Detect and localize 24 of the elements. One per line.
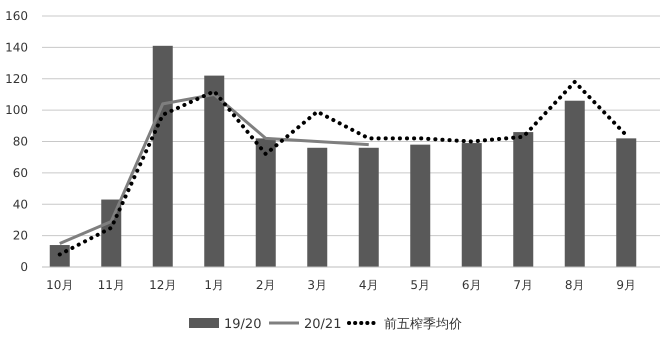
xtick: 3月 [307, 278, 328, 292]
xtick: 1月 [204, 278, 224, 292]
ytick: 60 [12, 166, 28, 180]
ytick: 160 [5, 9, 28, 23]
legend-label: 前五榨季均价 [384, 317, 462, 332]
ytick: 140 [5, 40, 28, 54]
xtick: 8月 [564, 278, 585, 292]
xtick: 4月 [358, 278, 379, 292]
ytick: 0 [20, 260, 28, 274]
ytick: 120 [5, 72, 28, 86]
ytick: 20 [12, 228, 28, 243]
xtick: 12月 [149, 278, 176, 292]
legend-label: 19/20 [224, 317, 262, 332]
ytick: 40 [12, 197, 28, 212]
xtick: 9月 [616, 278, 636, 292]
xtick: 11月 [98, 278, 125, 292]
xtick: 10月 [46, 278, 74, 292]
xtick: 7月 [513, 278, 534, 292]
legend-label: 20/21 [304, 317, 342, 332]
xtick: 2月 [256, 278, 276, 292]
ytick: 80 [12, 134, 28, 148]
xtick: 5月 [410, 278, 430, 292]
xtick: 6月 [462, 278, 482, 292]
ytick: 100 [5, 103, 28, 118]
